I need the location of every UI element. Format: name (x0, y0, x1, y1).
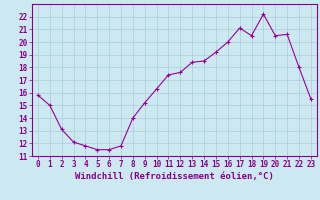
X-axis label: Windchill (Refroidissement éolien,°C): Windchill (Refroidissement éolien,°C) (75, 172, 274, 181)
